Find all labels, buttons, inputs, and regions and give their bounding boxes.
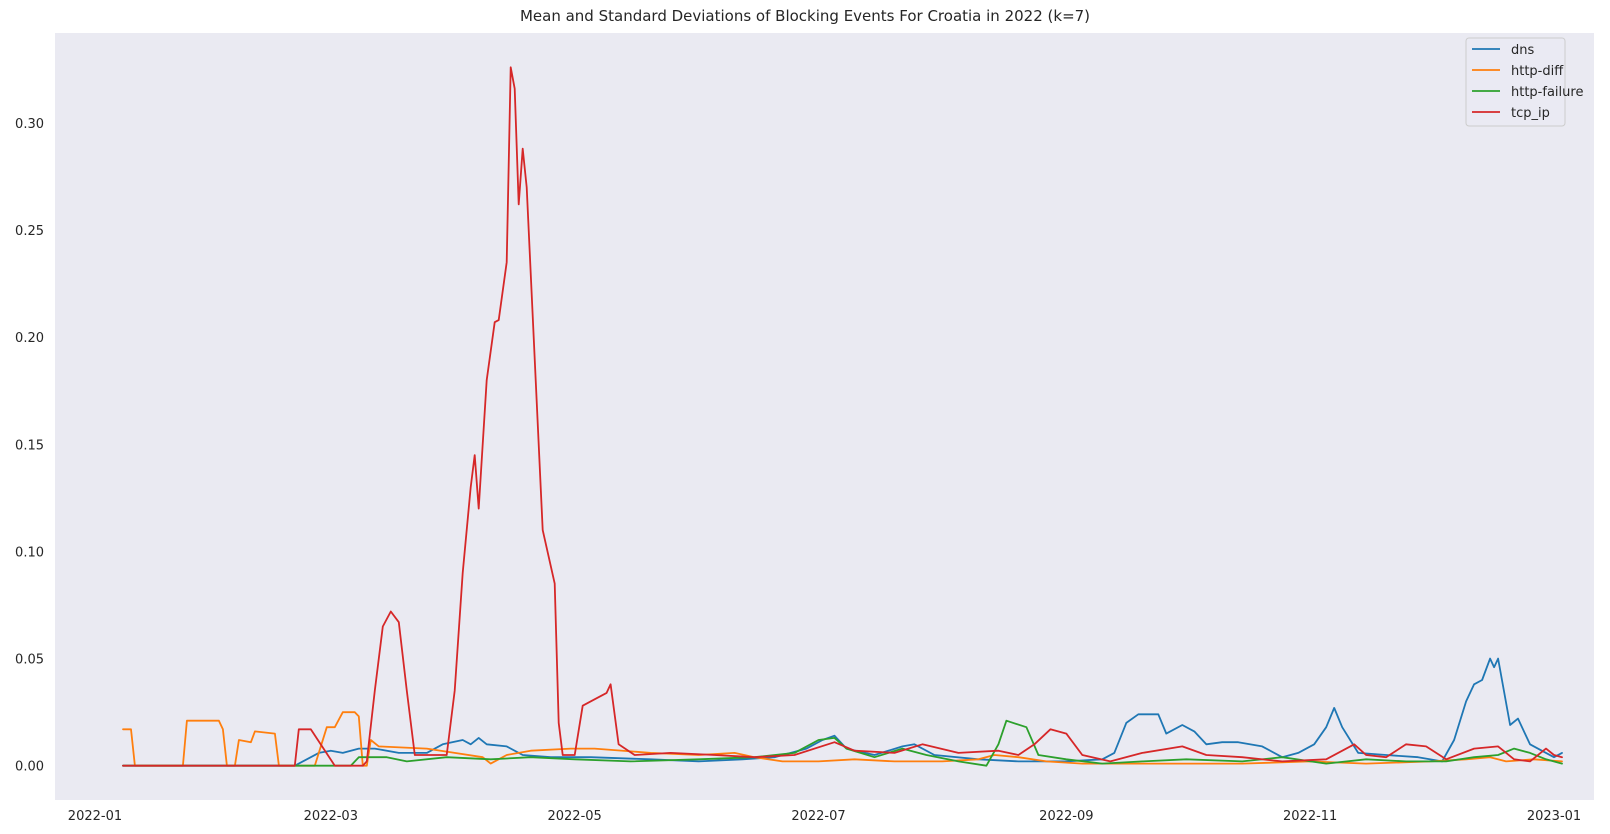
x-tick-label: 2023-01 — [1527, 809, 1581, 824]
y-tick-label: 0.05 — [15, 653, 44, 668]
legend-label-http-failure: http-failure — [1511, 85, 1583, 100]
y-tick-label: 0.00 — [15, 760, 44, 775]
y-tick-label: 0.30 — [15, 117, 44, 132]
legend-label-tcp_ip: tcp_ip — [1511, 106, 1550, 121]
legend-box — [1465, 37, 1566, 127]
y-tick-label: 0.20 — [15, 331, 44, 346]
y-axis: 0.00 0.05 0.10 0.15 0.20 0.25 0.30 — [15, 117, 44, 775]
x-tick-label: 2022-07 — [791, 809, 845, 824]
plot-area — [55, 33, 1594, 800]
legend-label-http-diff: http-diff — [1511, 64, 1564, 79]
series-lines — [122, 66, 1563, 767]
x-axis: 2022-01 2022-03 2022-05 2022-07 2022-09 2022-… — [68, 809, 1581, 824]
y-tick-label: 0.25 — [15, 224, 44, 239]
y-tick-label: 0.10 — [15, 545, 44, 560]
x-tick-label: 2022-09 — [1039, 809, 1093, 824]
x-tick-label: 2022-11 — [1283, 809, 1337, 824]
legend: dns http-diff http-failure tcp_ip — [1465, 37, 1583, 127]
x-tick-label: 2022-05 — [547, 809, 601, 824]
series-line-tcp_ip — [122, 66, 1563, 767]
y-tick-label: 0.15 — [15, 438, 44, 453]
legend-label-dns: dns — [1511, 43, 1534, 58]
x-tick-label: 2022-01 — [68, 809, 122, 824]
x-tick-label: 2022-03 — [304, 809, 358, 824]
chart-title: Mean and Standard Deviations of Blocking… — [519, 7, 1091, 25]
series-line-http-diff — [122, 711, 1563, 767]
series-line-http-failure — [122, 719, 1563, 767]
